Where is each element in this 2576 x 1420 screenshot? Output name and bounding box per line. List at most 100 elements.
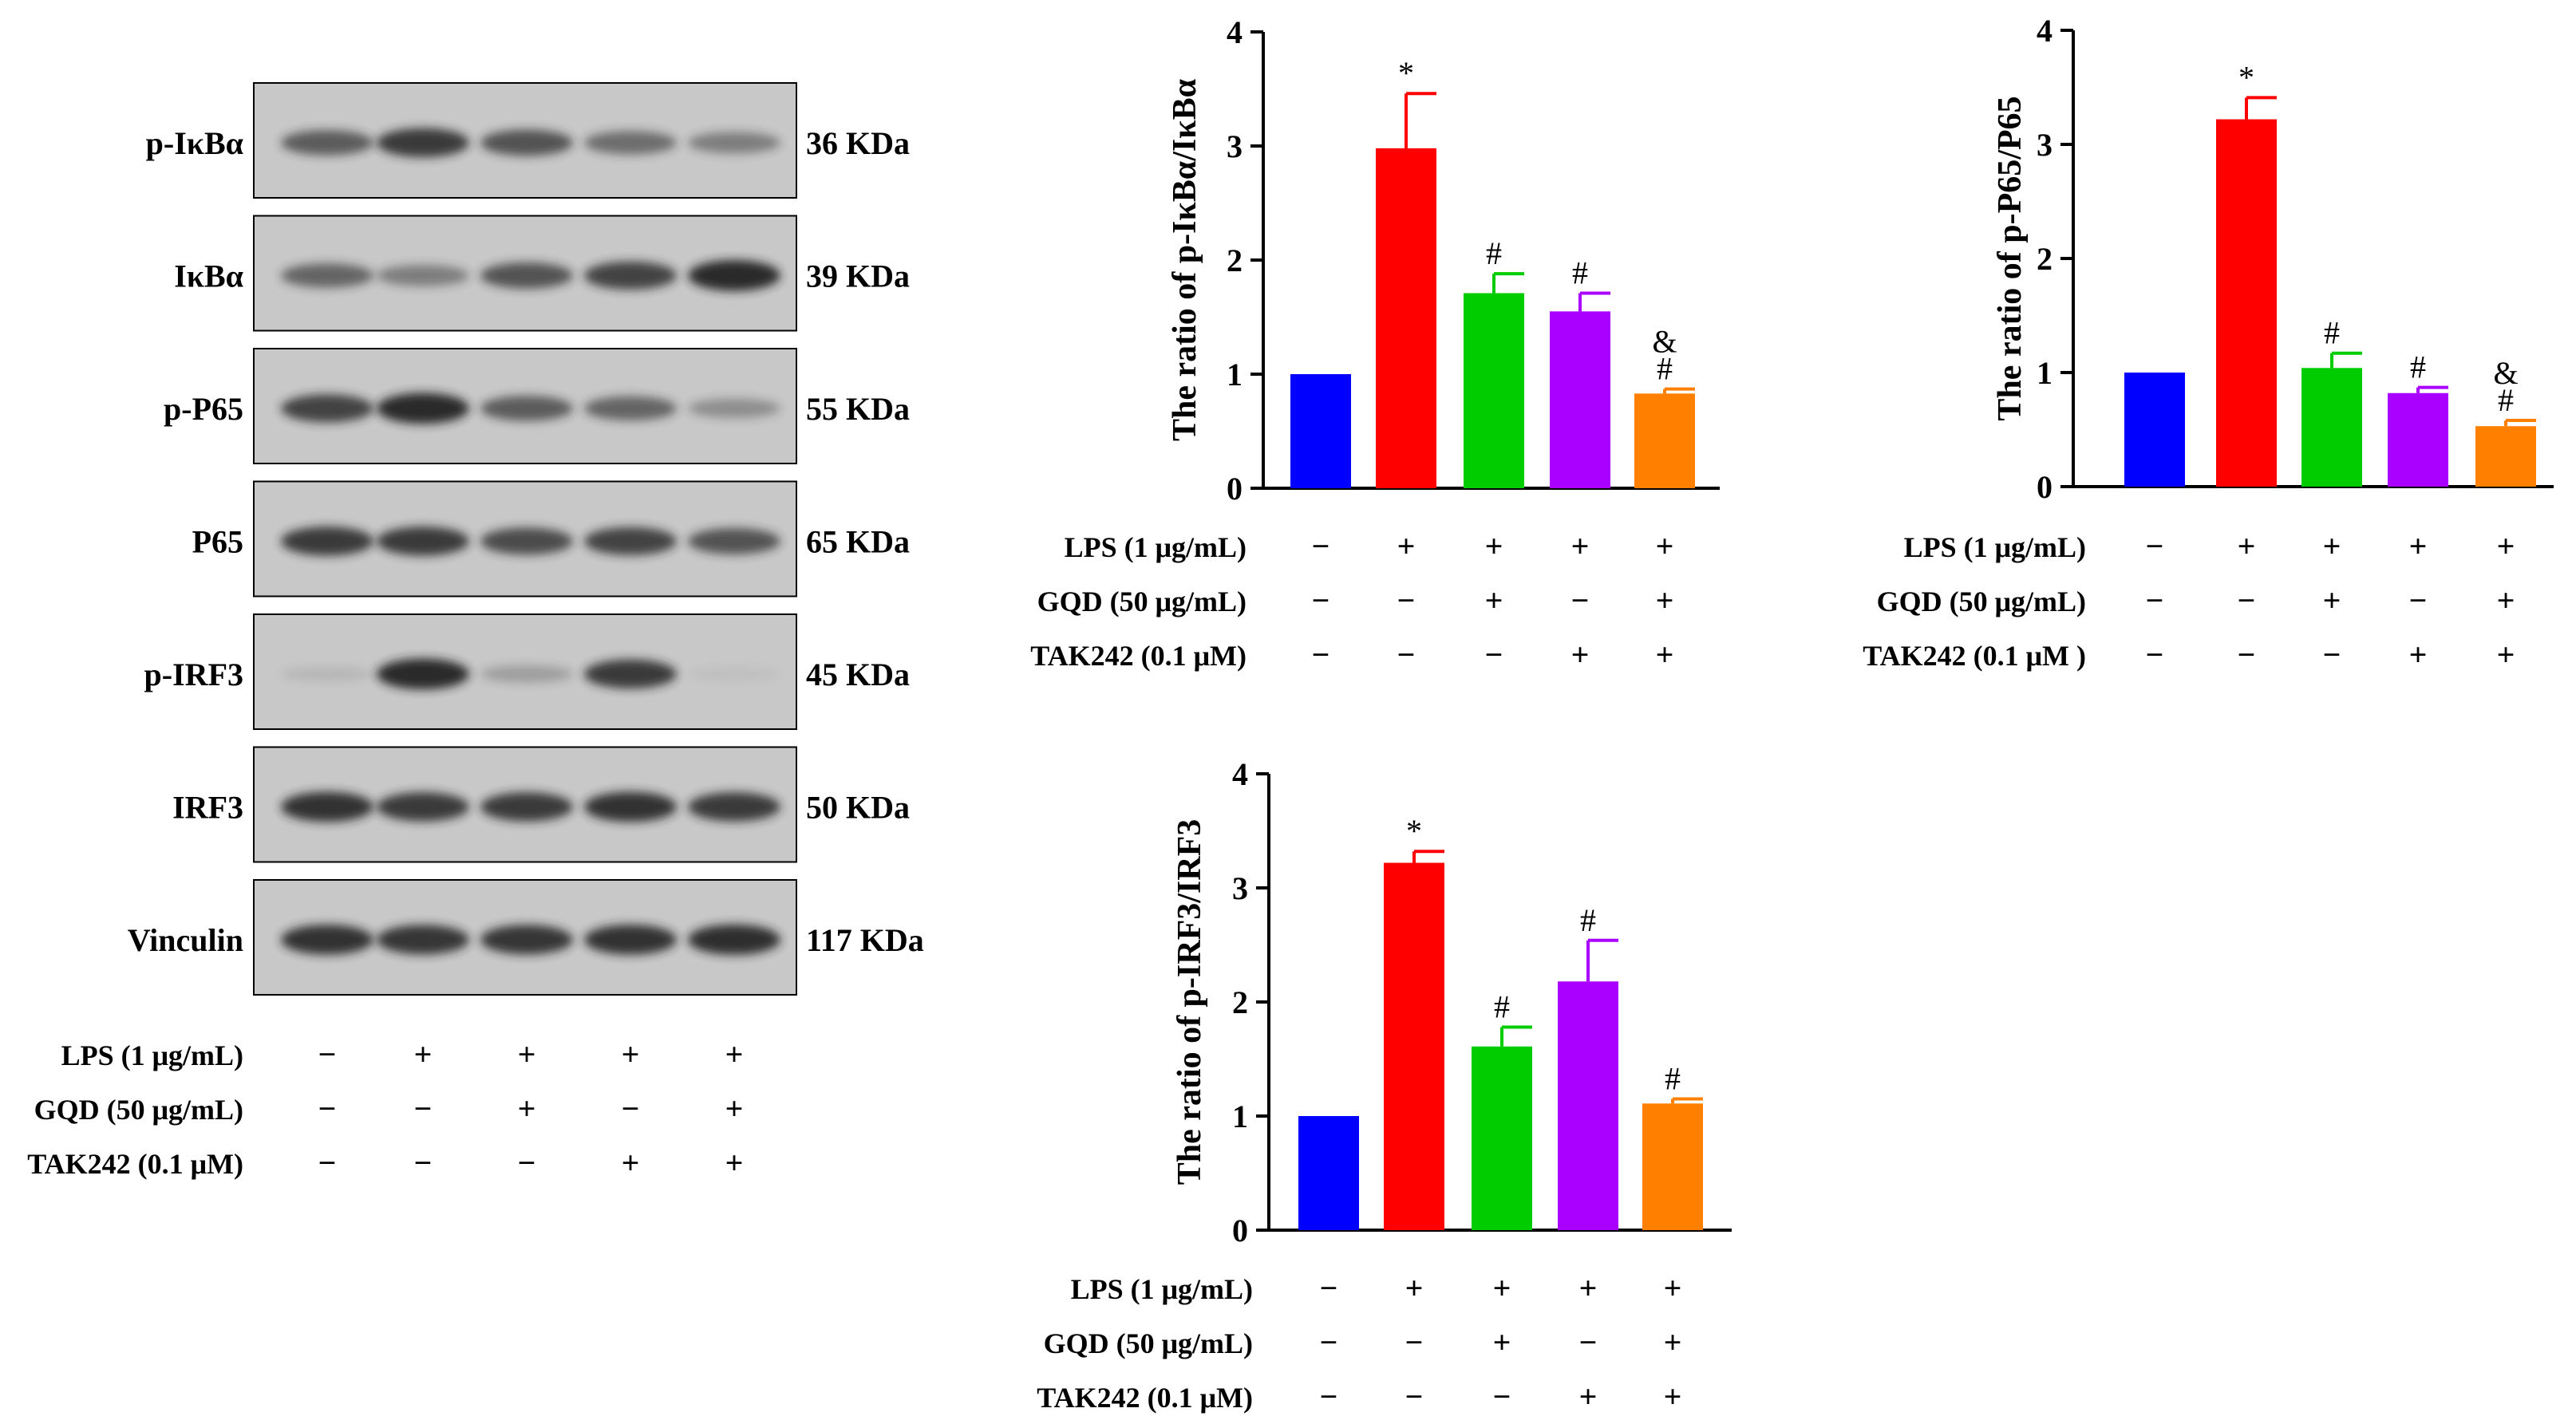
treatment-sign: +: [1493, 1270, 1511, 1306]
treatment-sign: +: [1485, 528, 1503, 564]
treatment-sign: +: [518, 1091, 536, 1126]
blot-band: [377, 658, 469, 690]
blot-band: [377, 128, 469, 158]
blot-band: [480, 262, 573, 289]
blot-protein-label: p-IκBα: [146, 125, 243, 161]
significance-mark: &: [2493, 355, 2518, 391]
chart-p-irf3-ratio: 0 1 2 3 4 The ratio of p-IRF3/IRF3 * # # # LPS (1 …: [1037, 756, 1732, 1414]
y-tick-label: 3: [2037, 127, 2053, 163]
treatment-sign: +: [1656, 528, 1674, 564]
blot-band: [688, 132, 780, 154]
treatment-sign: −: [2409, 582, 2428, 618]
treatment-sign: +: [2409, 528, 2428, 564]
treatment-sign: +: [2323, 528, 2341, 564]
treatment-sign: +: [725, 1036, 744, 1072]
bar: [1464, 293, 1524, 488]
treatment-sign: −: [518, 1145, 536, 1181]
treatment-sign: +: [725, 1145, 744, 1181]
blot-band: [281, 791, 373, 822]
blot-band: [584, 131, 677, 155]
significance-mark: #: [2324, 315, 2340, 351]
significance-mark: #: [1657, 351, 1673, 387]
treatment-label: GQD (50 μg/mL): [1037, 586, 1247, 617]
bar: [1634, 393, 1695, 488]
y-tick-label: 2: [1227, 243, 1243, 278]
treatment-sign: +: [518, 1036, 536, 1072]
y-tick-label: 3: [1227, 128, 1243, 164]
blot-band: [584, 261, 677, 290]
treatment-sign: +: [1656, 582, 1674, 618]
blot-band: [480, 665, 573, 683]
y-axis-label: The ratio of p-IκBα/IκBα: [1167, 78, 1203, 441]
blot-band: [688, 259, 780, 291]
treatment-sign: +: [622, 1145, 640, 1181]
blot-band: [281, 925, 373, 955]
treatment-label: GQD (50 μg/mL): [1877, 586, 2086, 617]
y-tick-label: 2: [1232, 984, 1248, 1020]
treatment-label: LPS (1 μg/mL): [1071, 1273, 1253, 1305]
treatment-sign: +: [1493, 1324, 1511, 1360]
blot-band: [281, 130, 373, 156]
blot-size-label: 45 KDa: [806, 657, 910, 692]
blot-band: [281, 394, 373, 423]
blot-band: [377, 527, 469, 556]
bar: [2301, 368, 2362, 487]
bar: [1376, 148, 1436, 489]
blot-band: [377, 925, 469, 955]
significance-mark: #: [2498, 382, 2514, 418]
y-tick-label: 1: [2037, 355, 2053, 391]
treatment-sign: +: [2238, 528, 2256, 564]
treatment-sign: +: [622, 1036, 640, 1072]
blot-band: [688, 924, 780, 955]
y-tick-label: 4: [1232, 756, 1248, 792]
bar: [1472, 1046, 1532, 1230]
treatment-sign: −: [1571, 582, 1590, 618]
treatment-sign: +: [414, 1036, 433, 1072]
blot-protein-label: p-P65: [164, 391, 243, 427]
treatment-label: LPS (1 μg/mL): [1065, 531, 1247, 563]
blot-protein-label: Vinculin: [128, 922, 243, 958]
y-tick-label: 3: [1232, 870, 1248, 906]
y-tick-label: 4: [2037, 13, 2053, 49]
y-axis-label: The ratio of p-IRF3/IRF3: [1171, 819, 1208, 1185]
y-tick-label: 0: [1232, 1213, 1248, 1248]
treatment-sign: +: [1579, 1379, 1598, 1414]
bar: [1298, 1116, 1359, 1230]
blot-protein-label: IκBα: [174, 258, 243, 294]
significance-mark: *: [1398, 55, 1414, 91]
bar: [1558, 981, 1618, 1230]
bar: [2475, 426, 2536, 487]
blot-protein-label: p-IRF3: [144, 657, 243, 692]
blot-band: [584, 925, 677, 955]
treatment-sign: −: [622, 1091, 640, 1126]
blot-band: [480, 129, 573, 156]
treatment-label: LPS (1 μg/mL): [1904, 531, 2086, 563]
treatment-sign: +: [2323, 582, 2341, 618]
significance-mark: #: [1572, 254, 1588, 290]
significance-mark: &: [1652, 324, 1677, 360]
treatment-sign: −: [2146, 528, 2164, 564]
treatment-sign: −: [1485, 637, 1503, 673]
treatment-label: GQD (50 μg/mL): [1044, 1327, 1253, 1359]
blot-size-label: 39 KDa: [806, 258, 910, 294]
treatment-sign: +: [1397, 528, 1416, 564]
blot-band: [377, 792, 469, 822]
blot-band: [584, 527, 677, 555]
treatment-sign: +: [1664, 1324, 1682, 1360]
blot-band: [480, 925, 573, 955]
treatment-sign: −: [1579, 1324, 1598, 1360]
treatment-sign: −: [1312, 637, 1330, 673]
treatment-label: LPS (1 μg/mL): [61, 1039, 243, 1071]
blot-band: [377, 264, 469, 286]
significance-mark: #: [2410, 349, 2426, 385]
treatment-sign: −: [1493, 1379, 1511, 1414]
bar: [1290, 374, 1351, 488]
treatment-sign: −: [1397, 582, 1416, 618]
treatment-sign: +: [2497, 637, 2515, 673]
blot-band: [480, 527, 573, 555]
treatment-sign: −: [1312, 528, 1330, 564]
y-tick-label: 0: [2037, 469, 2053, 505]
